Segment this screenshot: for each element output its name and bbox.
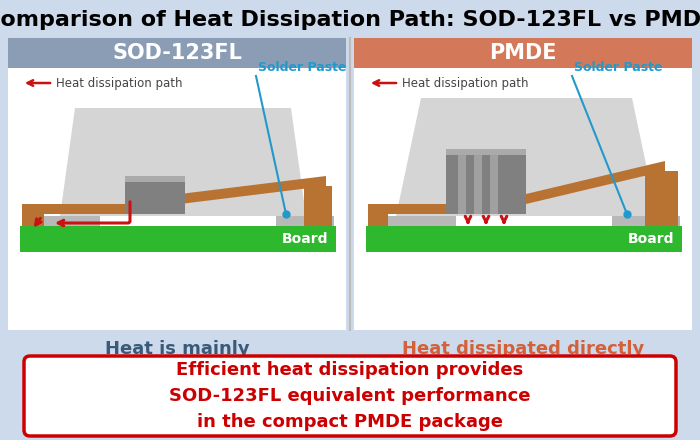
Bar [125,176,185,214]
Bar [366,226,682,252]
Bar [458,155,466,214]
Text: Heat dissipated directly
from the backside
electrode to the substrate: Heat dissipated directly from the backsi… [390,340,657,411]
Bar [368,204,516,214]
Bar [22,204,44,226]
Bar [368,204,388,226]
Bar [8,38,346,68]
Bar [474,155,482,214]
Polygon shape [526,161,665,204]
Bar [304,186,332,226]
Text: Solder Paste: Solder Paste [258,61,346,74]
Bar [125,176,185,182]
Bar [446,149,526,155]
Text: Solder Paste: Solder Paste [574,61,662,74]
Text: Heat is mainly
dissipated through
the lead frame: Heat is mainly dissipated through the le… [81,340,273,411]
Text: Board: Board [281,232,328,246]
Text: Heat dissipation path: Heat dissipation path [56,77,183,89]
Bar [22,204,150,214]
Bar [354,38,692,330]
Bar [276,216,334,226]
Bar [645,171,678,226]
Bar [368,216,456,226]
Text: Board: Board [627,232,674,246]
Bar [8,38,346,330]
Text: PMDE: PMDE [489,43,556,63]
Text: Comparison of Heat Dissipation Path: SOD-123FL vs PMDE: Comparison of Heat Dissipation Path: SOD… [0,10,700,30]
Bar [446,149,526,214]
Bar [20,226,336,252]
FancyBboxPatch shape [24,356,676,436]
Polygon shape [180,176,326,204]
Bar [612,216,680,226]
Polygon shape [396,98,657,216]
Bar [354,38,692,68]
Polygon shape [60,108,306,216]
Text: Efficient heat dissipation provides
SOD-123FL equivalent performance
in the comp: Efficient heat dissipation provides SOD-… [169,361,531,431]
Bar [22,216,100,226]
Bar [490,155,498,214]
Text: Heat dissipation path: Heat dissipation path [402,77,528,89]
Text: SOD-123FL: SOD-123FL [112,43,242,63]
